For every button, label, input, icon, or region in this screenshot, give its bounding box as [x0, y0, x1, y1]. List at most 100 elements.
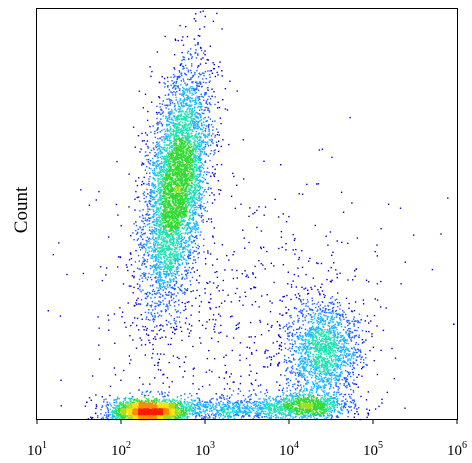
data-point	[273, 355, 275, 357]
data-point	[172, 294, 174, 296]
data-point	[153, 210, 155, 212]
data-point	[152, 237, 154, 239]
data-point	[216, 164, 218, 166]
data-point	[368, 409, 371, 411]
data-point	[223, 397, 225, 399]
data-point	[157, 368, 160, 371]
data-point	[306, 370, 309, 373]
data-point	[239, 411, 241, 413]
data-point	[193, 128, 195, 130]
data-point	[176, 131, 178, 133]
data-point	[357, 348, 360, 351]
data-point	[302, 376, 304, 378]
data-point	[205, 191, 207, 193]
data-point	[317, 318, 320, 321]
data-point	[371, 335, 373, 338]
data-point	[155, 153, 158, 155]
data-point	[144, 151, 147, 153]
data-point	[321, 379, 324, 381]
data-point	[148, 241, 150, 243]
data-point	[341, 406, 343, 408]
data-point	[327, 244, 329, 246]
data-point	[235, 324, 237, 326]
data-point	[285, 370, 287, 372]
data-point	[205, 93, 207, 95]
data-point	[171, 235, 174, 237]
data-point	[213, 242, 216, 244]
data-point	[138, 389, 140, 391]
data-point	[149, 189, 152, 191]
data-point	[152, 317, 155, 320]
data-point	[258, 413, 261, 415]
data-point	[140, 236, 142, 238]
data-point	[315, 368, 317, 371]
data-point	[340, 371, 342, 373]
data-point	[195, 211, 197, 213]
data-point	[310, 286, 312, 289]
data-point	[140, 339, 143, 341]
data-point	[349, 371, 351, 374]
data-point	[286, 338, 289, 340]
data-point	[205, 153, 207, 155]
data-point	[152, 220, 154, 223]
data-point	[216, 12, 218, 15]
data-point	[287, 327, 289, 329]
data-point	[374, 298, 376, 300]
data-point	[311, 300, 314, 302]
data-point	[299, 389, 302, 391]
data-point	[345, 316, 347, 319]
data-point	[242, 304, 244, 306]
data-point	[173, 103, 176, 105]
data-point	[335, 269, 337, 271]
data-point	[143, 194, 145, 196]
data-point	[170, 99, 172, 101]
data-point	[347, 328, 350, 330]
data-point	[153, 215, 155, 217]
data-point	[212, 235, 214, 237]
data-point	[198, 96, 200, 98]
data-point	[251, 353, 253, 355]
data-point	[327, 270, 330, 272]
data-point	[175, 87, 177, 89]
data-point	[360, 395, 362, 398]
data-point	[304, 345, 306, 347]
data-point	[155, 259, 157, 261]
data-point	[129, 252, 132, 254]
data-point	[201, 132, 203, 134]
data-point	[107, 414, 110, 416]
data-point	[190, 77, 192, 79]
data-point	[358, 313, 361, 315]
data-point	[209, 194, 211, 197]
data-point	[342, 364, 344, 367]
data-point	[343, 361, 345, 363]
data-point	[347, 355, 349, 357]
data-point	[193, 109, 196, 112]
data-point	[175, 325, 178, 328]
data-point	[337, 321, 339, 324]
data-point	[58, 242, 60, 244]
data-point	[188, 416, 190, 418]
data-point	[181, 301, 183, 304]
data-point	[157, 185, 160, 187]
data-point	[252, 272, 254, 274]
data-point	[215, 413, 217, 415]
data-point	[336, 415, 339, 417]
data-point	[160, 118, 162, 120]
data-point	[207, 143, 209, 145]
data-point	[310, 362, 312, 364]
data-point	[233, 175, 235, 178]
data-point	[298, 373, 300, 376]
data-point	[349, 330, 351, 333]
data-point	[199, 128, 202, 131]
data-point	[264, 268, 266, 270]
data-point	[214, 199, 216, 201]
data-point	[250, 336, 252, 338]
data-point	[348, 322, 351, 324]
data-point	[138, 177, 140, 179]
data-point	[170, 134, 172, 137]
data-point	[193, 156, 195, 158]
data-point	[255, 349, 258, 352]
data-point	[95, 394, 97, 396]
data-point	[358, 407, 360, 409]
data-point	[196, 123, 198, 125]
